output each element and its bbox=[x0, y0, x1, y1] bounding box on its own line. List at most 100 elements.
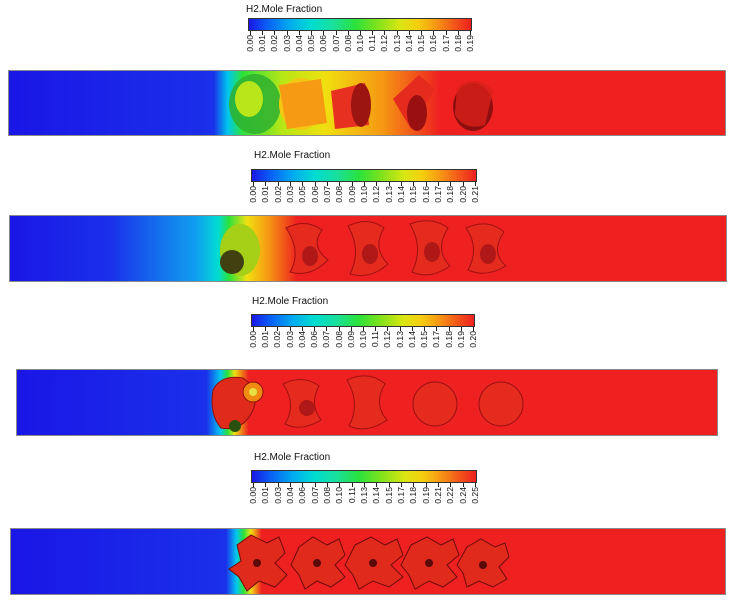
colorbar-tick-mark bbox=[438, 182, 439, 186]
colorbar-2 bbox=[251, 169, 477, 182]
colorbar-tick-label: 0.17 bbox=[431, 331, 442, 348]
legend-title-3: H2.Mole Fraction bbox=[252, 296, 329, 307]
colorbar-tick-label: 0.04 bbox=[296, 331, 307, 348]
colorbar-tick-label: 0.12 bbox=[382, 331, 393, 348]
colorbar-tick-mark bbox=[401, 182, 402, 186]
colorbar-tick-label: 0.13 bbox=[391, 35, 402, 52]
colorbar-tick-mark bbox=[384, 31, 386, 35]
colorbar-tick-label: 0.15 bbox=[416, 35, 427, 52]
colorbar-tick-label: 0.12 bbox=[371, 186, 382, 203]
legend-title-1: H2.Mole Fraction bbox=[246, 4, 323, 15]
colorbar-tick-label: 0.13 bbox=[394, 331, 405, 348]
colorbar-tick-mark bbox=[363, 327, 364, 331]
colorbar-tick-label: 0.17 bbox=[433, 186, 443, 203]
colorbar-tick-label: 0.19 bbox=[420, 487, 431, 504]
colorbar-tick-mark bbox=[327, 182, 328, 186]
flow-channel-1 bbox=[8, 70, 726, 136]
colorbar-tick-mark bbox=[253, 483, 254, 487]
colorbar-tick-label: 0.02 bbox=[272, 331, 283, 348]
colorbar-tick-label: 0.14 bbox=[406, 331, 417, 348]
colorbar-tick-label: 0.18 bbox=[408, 487, 419, 504]
colorbar-4 bbox=[251, 470, 477, 483]
colorbar-tick-mark bbox=[462, 182, 464, 186]
colorbar-tick-label: 0.09 bbox=[345, 331, 356, 348]
colorbar-tick-label: 0.00 bbox=[248, 331, 258, 348]
colorbar-tick-mark bbox=[372, 31, 374, 35]
colorbar-tick-mark bbox=[351, 182, 353, 186]
colorbar-tick-mark bbox=[457, 31, 459, 35]
colorbar-tick-label: 0.11 bbox=[370, 331, 381, 348]
colorbar-tick-label: 0.01 bbox=[260, 186, 271, 203]
colorbar-tick-label: 0.10 bbox=[334, 487, 345, 504]
colorbar-tick-mark bbox=[450, 483, 452, 487]
colorbar-tick-mark bbox=[433, 31, 435, 35]
colorbar-tick-mark bbox=[277, 483, 279, 487]
colorbar-tick-label: 0.14 bbox=[403, 35, 414, 52]
colorbar-tick-mark bbox=[376, 483, 378, 487]
colorbar-tick-mark bbox=[302, 483, 304, 487]
colorbar-tick-label: 0.06 bbox=[318, 35, 329, 52]
colorbar-tick-label: 0.07 bbox=[330, 35, 341, 52]
colorbar-tick-mark bbox=[327, 483, 328, 487]
colorbar-tick-label: 0.07 bbox=[309, 487, 320, 504]
colorbar-tick-label: 0.19 bbox=[465, 35, 475, 52]
colorbar-tick-label: 0.14 bbox=[396, 186, 406, 203]
legend-title-4: H2.Mole Fraction bbox=[254, 452, 331, 463]
colorbar-tick-label: 0.15 bbox=[383, 487, 394, 504]
colorbar-tick-mark bbox=[339, 483, 341, 487]
legend-title-2: H2.Mole Fraction bbox=[254, 150, 331, 161]
colorbar-tick-label: 0.18 bbox=[445, 186, 456, 203]
colorbar-tick-mark bbox=[265, 182, 267, 186]
colorbar-tick-mark bbox=[375, 327, 377, 331]
colorbar-tick-label: 0.15 bbox=[408, 186, 419, 203]
colorbar-tick-mark bbox=[265, 327, 267, 331]
colorbar-tick-label: 0.08 bbox=[322, 487, 332, 504]
colorbar-tick-label: 0.12 bbox=[379, 35, 390, 52]
colorbar-tick-label: 0.06 bbox=[309, 186, 320, 203]
colorbar-tick-mark bbox=[448, 327, 450, 331]
colorbar-tick-mark bbox=[387, 327, 389, 331]
colorbar-tick-mark bbox=[351, 483, 353, 487]
colorbar-tick-mark bbox=[438, 483, 439, 487]
colorbar-tick-mark bbox=[314, 327, 316, 331]
colorbar-tick-mark bbox=[339, 182, 341, 186]
colorbar-tick-label: 0.10 bbox=[355, 35, 365, 52]
colorbar-tick-mark bbox=[436, 327, 438, 331]
colorbar-tick-label: 0.07 bbox=[322, 186, 332, 203]
colorbar-tick-mark bbox=[445, 31, 447, 35]
flow-channel-4 bbox=[10, 528, 726, 595]
contour-field-3 bbox=[17, 370, 717, 435]
colorbar-tick-label: 0.11 bbox=[346, 487, 357, 504]
colorbar-tick-mark bbox=[347, 31, 349, 35]
colorbar-tick-label: 0.02 bbox=[272, 186, 283, 203]
colorbar-tick-mark bbox=[364, 483, 365, 487]
colorbar-tick-mark bbox=[396, 31, 398, 35]
colorbar-tick-mark bbox=[401, 483, 402, 487]
colorbar-tick-mark bbox=[286, 31, 288, 35]
colorbar-tick-mark bbox=[335, 31, 337, 35]
colorbar-tick-label: 0.18 bbox=[452, 35, 463, 52]
colorbar-tick-label: 0.06 bbox=[297, 487, 308, 504]
colorbar-tick-label: 0.04 bbox=[293, 35, 304, 52]
colorbar-tick-mark bbox=[413, 182, 415, 186]
colorbar-tick-mark bbox=[289, 327, 291, 331]
flow-channel-2 bbox=[9, 215, 727, 282]
colorbar-tick-mark bbox=[323, 31, 325, 35]
colorbar-tick-label: 0.03 bbox=[285, 186, 295, 203]
colorbar-tick-label: 0.02 bbox=[269, 35, 280, 52]
colorbar-tick-label: 0.17 bbox=[396, 487, 406, 504]
colorbar-tick-mark bbox=[274, 31, 276, 35]
colorbar-tick-label: 0.03 bbox=[284, 331, 295, 348]
contour-field-2 bbox=[10, 216, 726, 281]
colorbar-tick-label: 0.00 bbox=[245, 35, 255, 52]
colorbar-tick-label: 0.16 bbox=[420, 186, 431, 203]
colorbar-tick-label: 0.18 bbox=[443, 331, 454, 348]
colorbar-tick-label: 0.13 bbox=[383, 186, 394, 203]
colorbar-ticks-3: 0.00 0.01 0.02 0.03 0.04 0.06 0.07 0.08 0.09 0.10… bbox=[248, 327, 478, 369]
colorbar-tick-mark bbox=[301, 327, 303, 331]
colorbar-tick-label: 0.03 bbox=[281, 35, 292, 52]
colorbar-tick-mark bbox=[376, 182, 378, 186]
colorbar-tick-label: 0.00 bbox=[248, 186, 258, 203]
colorbar-tick-mark bbox=[326, 327, 328, 331]
colorbar-1 bbox=[248, 18, 472, 31]
